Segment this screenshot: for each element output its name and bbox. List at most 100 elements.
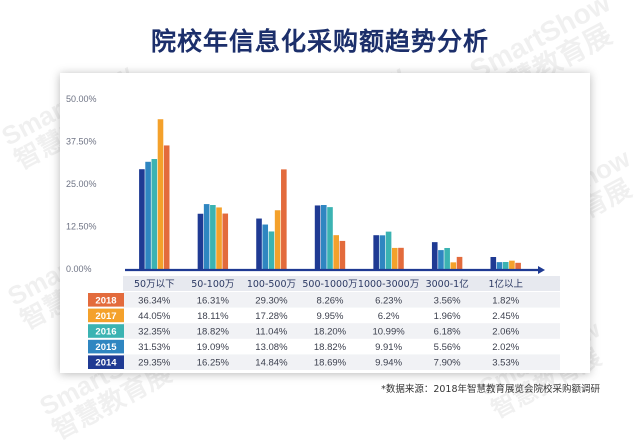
table-cell-value: 5.56% [434, 342, 461, 353]
table-cell-value: 44.05% [138, 311, 171, 322]
table-cell-value: 13.08% [255, 342, 288, 353]
table-cell-value: 18.82% [197, 327, 230, 338]
bar [438, 250, 444, 269]
table-row-bg [123, 354, 560, 370]
table-cell-value: 1.82% [492, 295, 519, 306]
table-cell-value: 7.90% [434, 358, 461, 369]
category-label: 1亿以上 [488, 278, 523, 290]
bar [373, 235, 379, 269]
y-tick-label: 12.50% [66, 222, 97, 232]
legend-year-label: 2017 [95, 311, 116, 322]
category-label: 50-100万 [191, 279, 234, 290]
chart-area: 50.00% 37.50% 25.00% 12.50% 0.00% 50万以下 50-100… [66, 94, 560, 370]
bar [398, 247, 404, 269]
bar [450, 262, 457, 269]
category-label: 500-1000万 [302, 279, 357, 290]
category-label: 50万以下 [134, 279, 175, 290]
bar [339, 240, 346, 269]
table-row-bg [123, 292, 560, 308]
category-label: 1000-3000万 [358, 279, 419, 290]
legend-swatch [88, 339, 124, 354]
bar [274, 210, 281, 269]
table-cell-value: 18.82% [314, 342, 347, 353]
bar [262, 224, 269, 269]
legend-swatch [88, 293, 124, 307]
bar [268, 231, 275, 269]
table-cell-value: 16.25% [197, 358, 230, 369]
category-label: 3000-1亿 [426, 278, 469, 290]
bar [216, 207, 222, 269]
legend-year-label: 2014 [95, 358, 117, 369]
legend-swatch [88, 324, 124, 338]
table-cell-value: 18.11% [197, 311, 229, 322]
table-cell-value: 6.2% [378, 311, 400, 322]
table-cell-value: 18.20% [314, 327, 347, 338]
bar [314, 205, 321, 269]
y-tick-label: 37.50% [66, 137, 97, 147]
table-cell-value: 31.53% [138, 342, 171, 353]
bar [431, 242, 438, 269]
table-cell-value: 29.30% [255, 295, 288, 306]
bar [509, 260, 515, 269]
legend-swatch [88, 355, 124, 369]
y-tick-label: 50.00% [66, 94, 97, 104]
bar [281, 169, 287, 269]
bar [391, 247, 398, 269]
bar [502, 262, 509, 269]
table-row-bg [123, 323, 560, 339]
table-cell-value: 9.94% [375, 358, 402, 369]
table-cell-value: 36.34% [138, 295, 171, 306]
table-cell-value: 3.53% [492, 358, 519, 369]
bar [139, 169, 145, 269]
legend-year-label: 2015 [95, 342, 117, 353]
category-header-bg [123, 276, 560, 291]
table-cell-value: 9.95% [317, 311, 344, 322]
y-tick-label: 0.00% [66, 264, 92, 274]
bar [210, 205, 216, 269]
chart-title: 院校年信息化采购额趋势分析 [150, 27, 489, 56]
bar [151, 159, 158, 269]
table-cell-value: 1.96% [434, 311, 461, 322]
legend-swatch [88, 308, 124, 323]
bar [379, 235, 386, 269]
x-axis-arrow [538, 266, 545, 274]
category-label: 100-500万 [247, 279, 296, 290]
chart-panel: 50.00% 37.50% 25.00% 12.50% 0.00% 50万以下 50-100… [60, 73, 590, 373]
table-cell-value: 14.84% [255, 358, 288, 369]
bar [197, 213, 204, 269]
bar [515, 262, 521, 269]
y-tick-label: 25.00% [66, 179, 97, 189]
table-cell-value: 2.45% [492, 311, 519, 322]
bar [333, 235, 339, 269]
bar [222, 213, 229, 269]
table-cell-value: 8.26% [317, 295, 344, 306]
bar [327, 207, 333, 269]
legend-year-label: 2016 [95, 327, 116, 338]
bar [203, 204, 210, 269]
table-cell-value: 19.09% [197, 342, 230, 353]
bar [444, 247, 450, 269]
table-cell-value: 6.18% [434, 327, 461, 338]
bar [496, 262, 503, 269]
table-cell-value: 17.28% [255, 311, 288, 322]
table-cell-value: 32.35% [138, 327, 171, 338]
bar [256, 218, 262, 269]
table-cell-value: 2.06% [492, 327, 519, 338]
table-cell-value: 2.02% [492, 342, 519, 353]
bar [163, 145, 170, 269]
table-cell-value: 18.69% [314, 358, 347, 369]
bar [456, 256, 463, 269]
bar [490, 257, 497, 269]
legend-year-label: 2018 [95, 295, 116, 306]
table-cell-value: 3.56% [434, 295, 461, 306]
table-cell-value: 11.04% [256, 327, 288, 338]
bar [145, 161, 151, 269]
table-cell-value: 9.91% [375, 342, 402, 353]
table-cell-value: 10.99% [372, 327, 405, 338]
data-source-note: *数据来源：2018年智慧教育展览会院校采购额调研 [381, 384, 600, 395]
table-cell-value: 29.35% [138, 358, 171, 369]
table-cell-value: 16.31% [197, 295, 230, 306]
bar [385, 231, 392, 269]
table-cell-value: 6.23% [375, 295, 402, 306]
bar [157, 119, 164, 269]
